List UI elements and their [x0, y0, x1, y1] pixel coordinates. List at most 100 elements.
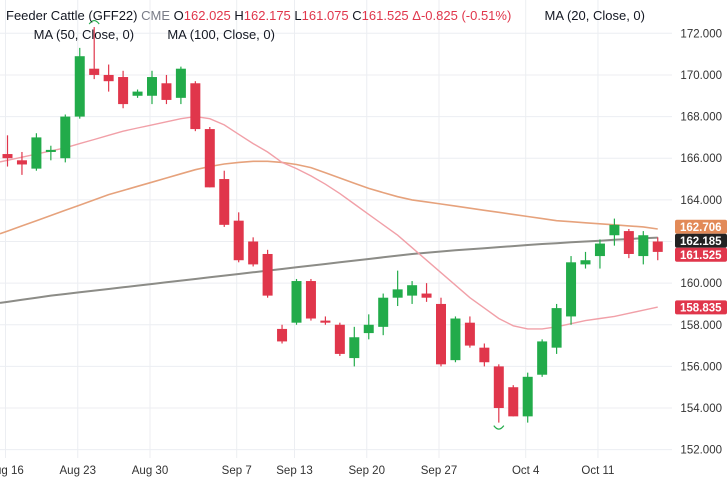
symbol-name[interactable]: Feeder Cattle (GFF22): [6, 8, 138, 23]
candle: [262, 249, 273, 298]
y-tick-label: 172.000: [680, 28, 722, 40]
candle: [421, 283, 432, 302]
candle-body: [305, 281, 316, 319]
candle: [450, 316, 461, 363]
candle: [638, 231, 649, 265]
candle: [378, 293, 389, 336]
x-tick-label: Sep 20: [349, 465, 385, 477]
x-tick-label: Sep 7: [222, 465, 252, 477]
candle: [190, 81, 201, 132]
low-marker: [493, 425, 505, 430]
moving-average-lines: [0, 115, 658, 330]
candle: [609, 218, 620, 246]
price-label-text: 162.706: [680, 222, 722, 234]
legend-row-ma: MA (50, Close, 0) MA (100, Close, 0): [6, 25, 645, 44]
x-tick-label: Oct 11: [581, 465, 614, 477]
high-value: 162.175: [243, 8, 291, 23]
candle: [89, 27, 100, 80]
candle-body: [508, 387, 519, 417]
ma100-legend[interactable]: MA (100, Close, 0): [167, 27, 275, 42]
candle: [45, 145, 56, 161]
y-tick-label: 164.000: [680, 195, 722, 207]
price-label-ma100: 162.185: [675, 233, 727, 248]
candle-body: [118, 77, 129, 105]
candle-body: [522, 376, 533, 417]
candle-body: [363, 324, 374, 334]
price-label-bg: [675, 233, 727, 248]
candle-body: [161, 83, 172, 100]
candle-body: [652, 241, 663, 252]
candle: [479, 343, 490, 367]
legend-row-ohlc: Feeder Cattle (GFF22) CME O162.025 H162.…: [6, 6, 645, 25]
price-label-text: 158.835: [680, 302, 722, 314]
candle: [60, 114, 71, 163]
candle-body: [436, 303, 446, 365]
candle-body: [580, 260, 591, 265]
candle: [74, 47, 85, 119]
candlesticks: [2, 19, 663, 430]
ma50-legend[interactable]: MA (50, Close, 0): [33, 27, 135, 42]
candle-body: [262, 253, 273, 296]
ma20-legend[interactable]: MA (20, Close, 0): [544, 8, 645, 23]
candle-body: [421, 293, 432, 298]
price-labels: 162.706 162.185 161.525 158.835: [675, 219, 727, 315]
candle: [349, 326, 360, 367]
price-label-last: 161.525: [675, 247, 727, 262]
candle-body: [2, 154, 13, 159]
candle: [392, 270, 403, 307]
candle: [508, 385, 519, 417]
candle: [580, 251, 591, 269]
price-label-ma20: 158.835: [675, 300, 727, 315]
candle: [2, 135, 13, 167]
candle-body: [89, 68, 100, 75]
candle-body: [609, 224, 620, 236]
candle-body: [190, 83, 201, 130]
price-label-bg: [675, 219, 727, 234]
candle: [537, 339, 548, 377]
candle-body: [16, 160, 27, 165]
candle: [16, 151, 27, 175]
candle-body: [594, 243, 605, 257]
candle: [594, 239, 605, 269]
candle: [566, 256, 577, 325]
price-label-bg: [675, 247, 727, 262]
x-tick-label: Sep 13: [276, 465, 312, 477]
change-value: Δ-0.825 (-0.51%): [412, 8, 512, 23]
candle-body: [132, 91, 143, 96]
x-tick-label: Sep 27: [421, 465, 457, 477]
candle: [175, 66, 186, 105]
candle: [334, 322, 345, 356]
close-label: C: [352, 8, 362, 23]
open-label: O: [173, 8, 184, 23]
candle: [118, 70, 129, 109]
candle: [407, 281, 418, 304]
candle-body: [45, 149, 56, 152]
candle-body: [551, 308, 562, 348]
candle-body: [566, 262, 577, 317]
candle: [464, 316, 475, 348]
candle: [493, 364, 504, 423]
time-axis[interactable]: Aug 16 Aug 23 Aug 30 Sep 7 Sep 13 Sep 20 Sep 2…: [0, 465, 614, 477]
candle-body: [175, 68, 186, 98]
y-tick-label: 154.000: [680, 403, 722, 415]
candle-body: [248, 241, 259, 265]
candle: [248, 237, 259, 267]
candle: [103, 64, 114, 92]
low-value: 161.075: [301, 8, 349, 23]
candle: [652, 237, 663, 261]
chart-legend: Feeder Cattle (GFF22) CME O162.025 H162.…: [6, 6, 645, 44]
candle-body: [392, 289, 403, 298]
exchange-name: CME: [141, 8, 171, 23]
candle: [161, 74, 172, 105]
candle: [147, 70, 157, 105]
candle-body: [537, 341, 548, 375]
candle-body: [74, 56, 85, 117]
candle: [132, 89, 143, 98]
low-label: L: [294, 8, 302, 23]
candle-body: [204, 129, 215, 188]
y-tick-label: 170.000: [680, 70, 722, 82]
candle: [233, 212, 244, 263]
ma20-line: [0, 115, 658, 330]
price-label-text: 162.185: [680, 236, 722, 248]
